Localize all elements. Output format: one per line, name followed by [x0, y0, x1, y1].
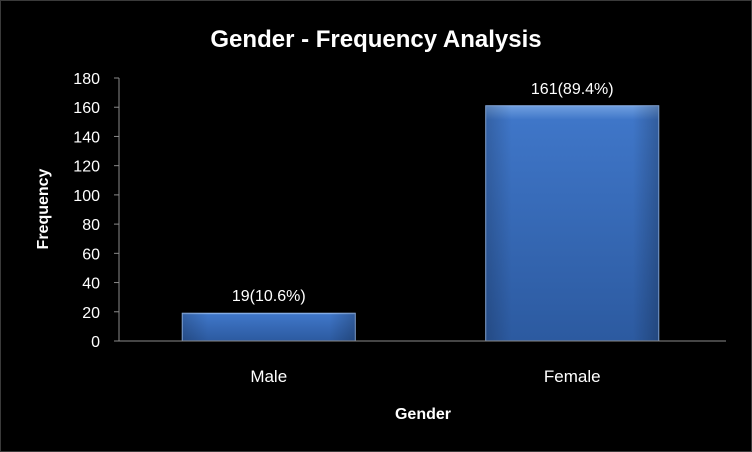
y-axis-title: Frequency [35, 168, 52, 249]
y-tick-label: 0 [91, 334, 100, 351]
bars: 19(10.6%) 161(89.4%) [181, 81, 660, 342]
y-tick-label: 40 [82, 276, 100, 293]
y-tick-label: 180 [73, 71, 100, 88]
y-tick-label: 60 [82, 246, 100, 263]
x-tick-label-female: Female [544, 367, 601, 386]
bar-shading [485, 105, 659, 341]
chart-title: Gender - Frequency Analysis [210, 26, 541, 53]
data-label-male: 19(10.6%) [232, 288, 306, 305]
y-tick-label: 160 [73, 100, 100, 117]
y-tick-label: 120 [73, 159, 100, 176]
x-tick-label-male: Male [250, 367, 287, 386]
y-axis-ticks: 0 20 40 60 80 100 120 140 160 180 [73, 71, 119, 351]
y-tick-label: 100 [73, 188, 100, 205]
y-tick-label: 80 [82, 217, 100, 234]
y-tick-label: 140 [73, 129, 100, 146]
bar-shading [182, 313, 356, 341]
x-axis-title: Gender [395, 406, 451, 423]
data-label-female: 161(89.4%) [531, 81, 614, 98]
y-tick-label: 20 [82, 305, 100, 322]
x-axis-categories: Male Female [250, 367, 600, 386]
